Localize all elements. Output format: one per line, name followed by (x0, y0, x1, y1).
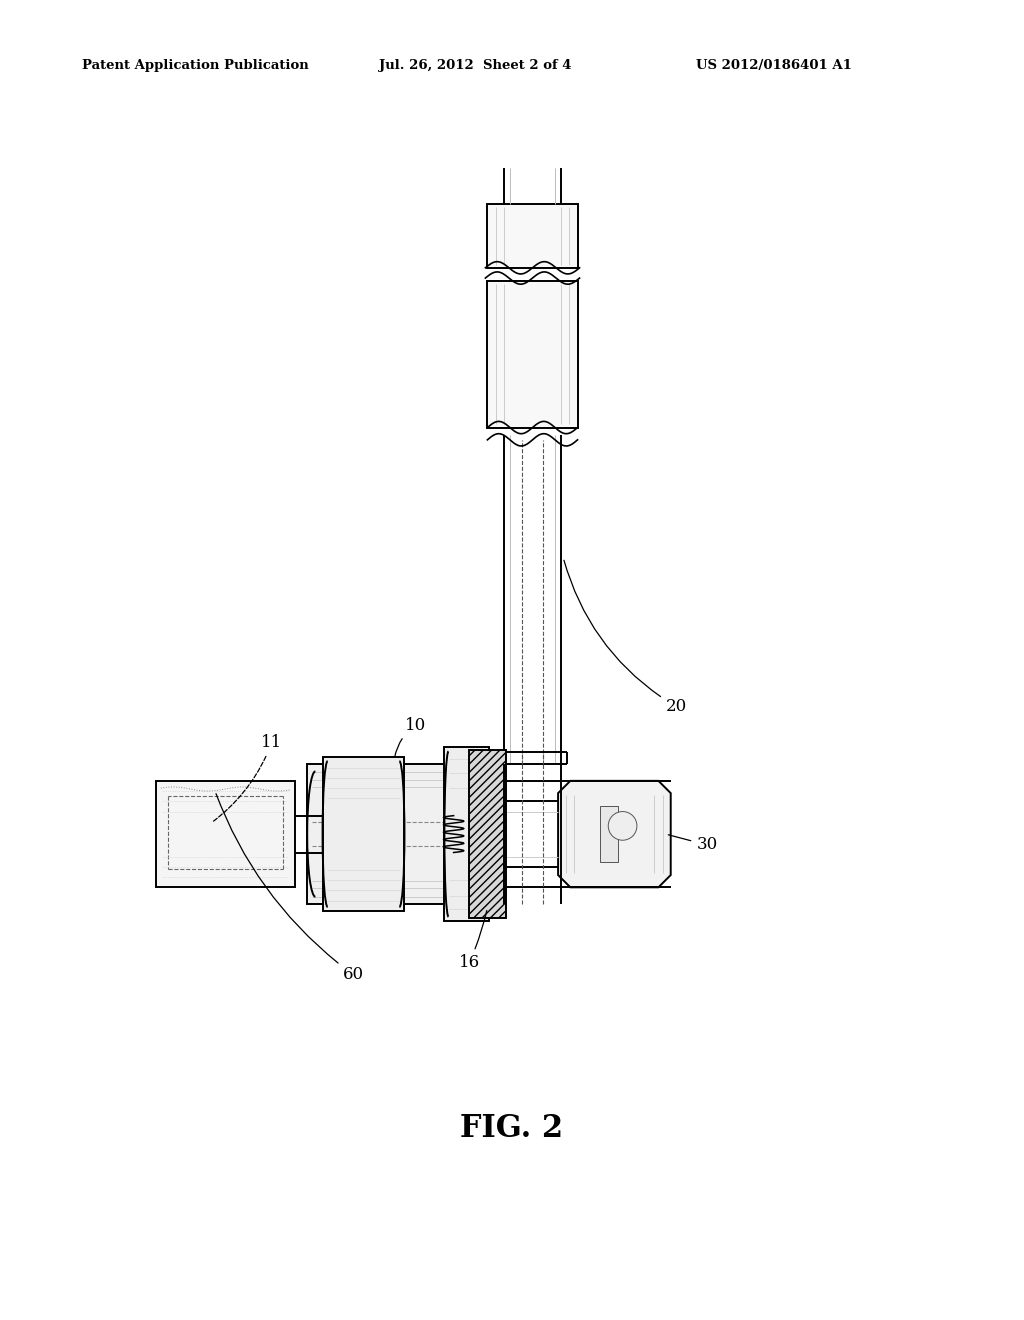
Circle shape (608, 812, 637, 841)
Text: 16: 16 (459, 911, 486, 972)
Bar (156, 781, 295, 887)
Text: 30: 30 (669, 834, 718, 854)
Text: 20: 20 (564, 560, 687, 715)
Text: 10: 10 (395, 717, 426, 756)
Bar (469, 750, 506, 917)
Bar (323, 758, 404, 911)
Bar (307, 764, 502, 904)
Text: Patent Application Publication: Patent Application Publication (82, 58, 308, 71)
Text: US 2012/0186401 A1: US 2012/0186401 A1 (696, 58, 852, 71)
Bar (487, 205, 578, 268)
Polygon shape (558, 781, 671, 887)
Bar (444, 747, 489, 921)
Text: FIG. 2: FIG. 2 (461, 1114, 563, 1144)
Bar (600, 807, 618, 862)
Text: Jul. 26, 2012  Sheet 2 of 4: Jul. 26, 2012 Sheet 2 of 4 (379, 58, 571, 71)
Bar (487, 281, 578, 428)
Text: 11: 11 (212, 734, 283, 822)
Text: 60: 60 (216, 793, 365, 983)
